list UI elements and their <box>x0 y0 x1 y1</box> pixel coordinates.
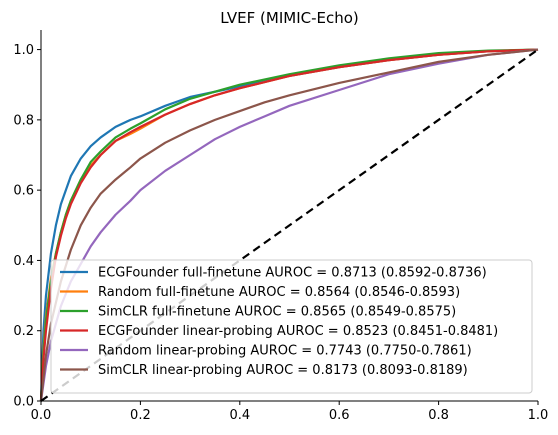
legend: ECGFounder full-finetune AUROC = 0.8713 … <box>50 259 533 394</box>
x-tick-label: 0.0 <box>31 408 52 423</box>
legend-box <box>50 259 533 394</box>
y-tick-label: 1.0 <box>13 43 34 58</box>
x-tick-label: 0.6 <box>329 408 350 423</box>
axes: 0.0 0.2 0.4 0.6 0.8 1.0 0.0 0.2 0.4 0.6 0.8 1.0 <box>13 30 548 423</box>
y-tick-label: 0.6 <box>13 184 34 199</box>
legend-label-6: SimCLR linear-probing AUROC = 0.8173 (0.… <box>98 363 468 378</box>
y-tick-label: 0.0 <box>13 395 34 410</box>
y-tick-label: 0.8 <box>13 113 34 128</box>
x-tick-label: 0.2 <box>130 408 151 423</box>
chance-diagonal-line <box>40 48 539 402</box>
y-tick-label: 0.2 <box>13 324 34 339</box>
legend-label-3: SimCLR full-finetune AUROC = 0.8565 (0.8… <box>98 305 456 320</box>
legend-label-4: ECGFounder linear-probing AUROC = 0.8523… <box>98 324 498 339</box>
x-tick-label: 0.4 <box>229 408 250 423</box>
y-tick-label: 0.4 <box>13 254 34 269</box>
legend-label-5: Random linear-probing AUROC = 0.7743 (0.… <box>98 344 472 359</box>
chart-title: LVEF (MIMIC-Echo) <box>220 9 359 27</box>
legend-label-1: ECGFounder full-finetune AUROC = 0.8713 … <box>98 266 487 281</box>
x-tick-label: 0.8 <box>428 408 449 423</box>
legend-label-2: Random full-finetune AUROC = 0.8564 (0.8… <box>98 285 460 300</box>
x-tick-label: 1.0 <box>528 408 549 423</box>
